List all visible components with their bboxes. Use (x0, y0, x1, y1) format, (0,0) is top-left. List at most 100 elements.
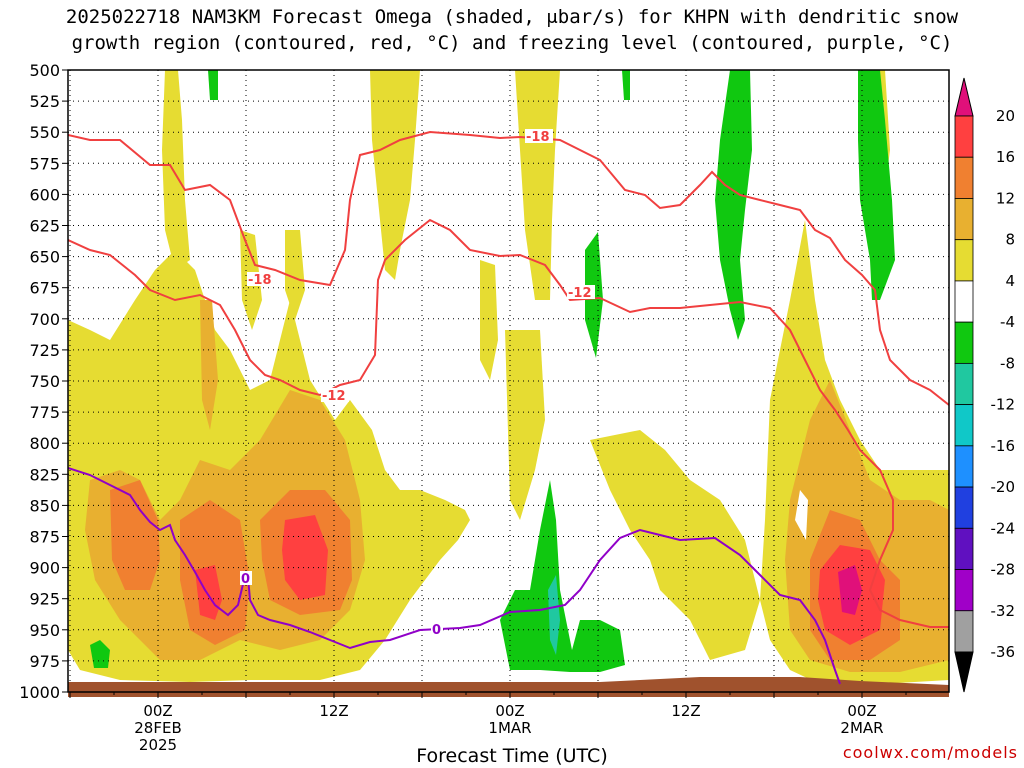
omega-teal-region (548, 575, 560, 655)
colorbar-tick-label: 20 (996, 107, 1015, 125)
y-tick-label: 950 (29, 621, 60, 640)
colorbar-tick-label: 4 (1005, 272, 1015, 290)
dgz-upper-right-label-bg (525, 129, 553, 143)
x-tick-label: 2025 (139, 736, 177, 754)
contour-labels: -18 -18 -12 -12 0 0 (240, 129, 595, 638)
x-tick-label: 00Z (143, 702, 172, 720)
dgz-lower-right-label: -12 (568, 286, 592, 301)
y-tick-label: 800 (29, 434, 60, 453)
colorbar-bin (954, 569, 974, 612)
colorbar-tick-label: -16 (991, 437, 1016, 455)
freezing-label-2: 0 (241, 572, 250, 587)
colorbar-bin (954, 156, 974, 199)
freezing-label-2-bg (240, 571, 252, 585)
omega-yellow-region-mid (590, 430, 760, 660)
colorbar-bin (954, 610, 974, 653)
colorbar-tick-label: -36 (991, 643, 1016, 661)
colorbar-bin (954, 404, 974, 447)
omega-green-region-1 (715, 70, 752, 340)
colorbar-bin (954, 280, 974, 323)
omega-yellow-plume-7 (95, 355, 105, 410)
colorbar-tick-label: -32 (991, 602, 1016, 620)
y-tick-label: 525 (29, 92, 60, 111)
y-tick-label: 550 (29, 123, 60, 142)
colorbar-bottom-arrow (954, 651, 974, 693)
y-tick-label: 775 (29, 403, 60, 422)
dgz-lower-label: -12 (322, 389, 346, 404)
y-tick-label: 575 (29, 154, 60, 173)
dgz-lower-contour-left (68, 218, 949, 628)
colorbar-tick-label: 8 (1005, 231, 1015, 249)
omega-white-gap (795, 490, 808, 540)
colorbar-bin (954, 115, 974, 158)
y-tick-label: 975 (29, 652, 60, 671)
dgz-upper-label: -18 (248, 273, 272, 288)
x-tick-label: 00Z (847, 702, 876, 720)
colorbar-bin (954, 486, 974, 529)
credit-text: coolwx.com/models (842, 743, 1018, 762)
y-tick-label: 725 (29, 341, 60, 360)
dgz-contours (68, 130, 949, 628)
y-tick-label: 750 (29, 372, 60, 391)
freezing-label-bg (431, 622, 443, 636)
omega-green-region-6 (208, 70, 218, 100)
x-tick-label: 12Z (319, 702, 348, 720)
colorbar-tick-label: 12 (996, 189, 1015, 207)
colorbar-bin (954, 198, 974, 241)
y-tick-label: 600 (29, 185, 60, 204)
freezing-level-contour (68, 467, 841, 685)
y-tick-label: 825 (29, 465, 60, 484)
colorbar-bin (954, 527, 974, 570)
colorbar-tick-label: -8 (1000, 354, 1015, 372)
gridlines (68, 70, 949, 692)
omega-green-region-5 (90, 640, 110, 668)
y-tick-label: 925 (29, 590, 60, 609)
x-axis-title: Forecast Time (UTC) (416, 745, 608, 767)
x-tick-label: 2MAR (840, 719, 883, 737)
freezing-label: 0 (432, 623, 441, 638)
y-tick-label: 675 (29, 279, 60, 298)
colorbar-tick-label: -28 (991, 561, 1016, 579)
colorbar-tick-label: -4 (1000, 313, 1015, 331)
dgz-upper-right-label: -18 (526, 130, 550, 145)
x-tick-label: 28FEB (134, 719, 181, 737)
y-tick-label: 875 (29, 528, 60, 547)
y-tick-label: 700 (29, 310, 60, 329)
y-tick-label: 1000 (19, 683, 60, 702)
omega-yellow-plume-5 (505, 330, 545, 520)
omega-magenta-region (838, 565, 862, 615)
omega-green-region-2 (858, 70, 895, 300)
colorbar-bin (954, 362, 974, 406)
omega-yellow-plume-1 (162, 70, 190, 270)
omega-yellow-plume-4 (480, 260, 498, 380)
colorbar-bin (954, 321, 974, 364)
colorbar-bin (954, 445, 974, 488)
y-tick-label: 625 (29, 217, 60, 236)
omega-yellow-plume-3 (515, 70, 560, 300)
y-tick-label: 500 (29, 61, 60, 80)
colorbar-tick-label: -24 (991, 519, 1016, 537)
omega-orange-region-1 (110, 480, 160, 590)
dgz-upper-contour-left (68, 130, 949, 406)
x-tick-label: 12Z (671, 702, 700, 720)
colorbar-tick-label: -20 (991, 478, 1016, 496)
omega-tan-plume (200, 300, 218, 430)
x-tick-label: 00Z (495, 702, 524, 720)
y-axis: 500 525 550 575 600 625 650 675 700 725 750 775 800 8… (19, 61, 68, 702)
omega-yellow-plume-2 (370, 70, 420, 280)
omega-yellow-plume-9 (285, 230, 305, 320)
colorbar-tick-label: -12 (991, 396, 1016, 414)
omega-green-region-4 (500, 480, 625, 672)
dgz-lower-right-label-bg (567, 285, 595, 299)
colorbar-top-arrow (954, 77, 974, 117)
dgz-lower-label-bg (321, 388, 349, 402)
omega-green-region-7 (622, 70, 630, 100)
colorbar-tick-label: 16 (996, 148, 1015, 166)
omega-shading (68, 70, 949, 684)
chart-title-line2: growth region (contoured, red, °C) and f… (71, 32, 953, 54)
x-tick-label: 1MAR (488, 719, 531, 737)
y-tick-label: 900 (29, 559, 60, 578)
dgz-upper-label-bg (247, 272, 275, 286)
